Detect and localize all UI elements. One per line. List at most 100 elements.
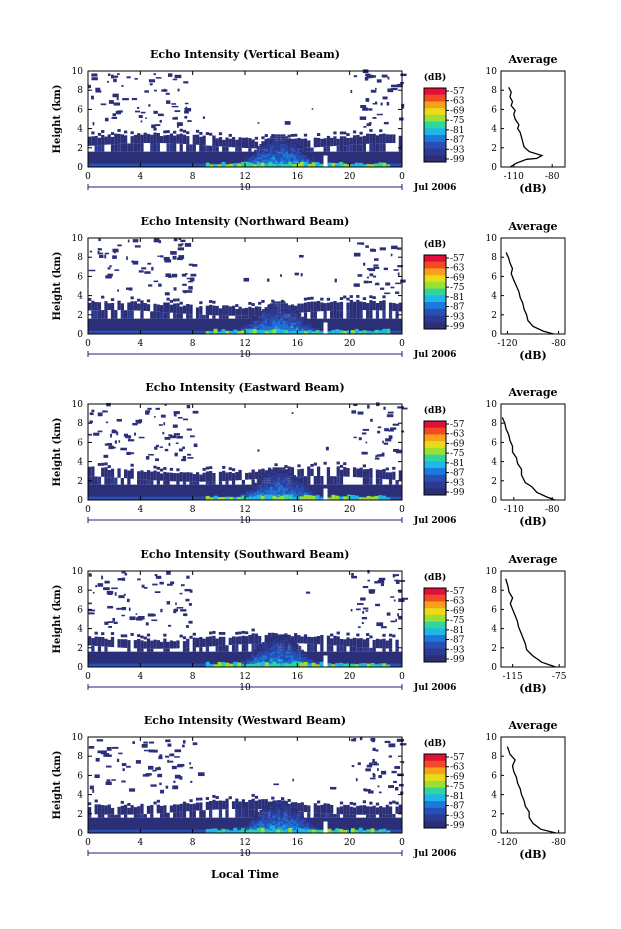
echo-cell [259,486,263,489]
echo-cell [245,307,249,316]
echo-cell [285,655,289,658]
echo-cell [288,823,291,826]
echo-cell [267,328,270,331]
echo-cell [293,322,297,325]
echo-cell [241,630,245,634]
echo-cell [153,89,157,92]
echo-cell [125,287,131,290]
echo-cell [218,631,223,635]
echo-cell [118,440,121,443]
echo-cell [311,829,316,833]
echo-cell [277,157,281,160]
profile-xlabel: (dB) [519,182,546,195]
heatmap-cells [88,737,407,833]
echo-cell [352,144,357,152]
echo-cell [108,445,114,450]
echo-cell [269,806,273,809]
echo-cell [306,324,310,327]
echo-cell [285,815,289,818]
echo-cell [385,467,389,471]
echo-cell [264,823,268,826]
echo-cell [282,142,286,144]
profile-x-tick-label: -110 [504,505,524,515]
echo-cell [256,494,261,500]
echo-cell [267,640,270,643]
echo-cell [280,312,283,315]
echo-cell [335,162,340,167]
echo-cell [299,496,304,500]
echo-cell [159,305,164,313]
colorbar-tick-label: -99 [450,155,465,165]
echo-cell [378,495,383,500]
echo-cell [282,817,286,820]
echo-cell [275,138,278,141]
echo-cell [256,145,260,148]
echo-cell [301,825,304,828]
echo-cell [256,147,260,150]
colorbar-swatch [424,108,446,116]
echo-cell [267,157,270,160]
echo-cell [262,661,265,664]
echo-cell [275,322,278,325]
colorbar-tick-label: -87 [450,802,465,812]
echo-cell [222,139,226,147]
echo-cell [241,663,245,667]
echo-cell [217,661,222,667]
echo-cell [238,328,242,331]
echo-cell [280,157,283,160]
echo-cell [264,318,268,321]
echo-cell [303,823,307,826]
echo-cell [358,497,363,500]
echo-cell [259,328,263,331]
echo-cell [350,608,353,612]
echo-cell [264,309,268,311]
echo-cell [388,429,394,432]
colorbar-unit: (dB) [424,405,446,416]
profile-frame [500,70,566,168]
echo-cell [386,328,391,334]
echo-cell [184,115,188,119]
echo-cell [264,651,268,654]
echo-cell [248,661,252,664]
echo-cell [288,819,291,822]
colorbar-swatch [424,135,446,143]
echo-cell [120,134,124,144]
echo-cell [137,648,141,652]
echo-cell [267,488,270,491]
echo-cell [88,746,95,749]
echo-cell [290,492,294,495]
echo-cell [298,815,302,818]
echo-cell [264,492,268,495]
profile-y-tick-label: 10 [486,733,498,743]
echo-cell [326,467,331,477]
echo-cell [163,805,167,813]
echo-cell [243,827,247,830]
echo-cell [97,248,102,251]
echo-cell [269,155,273,158]
echo-cell [153,132,157,144]
echo-cell [264,488,268,491]
echo-cell [277,802,281,805]
echo-cell [189,472,193,482]
echo-cell [290,310,294,313]
echo-cell [272,661,277,667]
echo-cell [375,302,380,311]
echo-cell [390,620,396,623]
echo-cell [267,642,270,644]
echo-cell [299,828,304,833]
echo-cell [140,479,144,485]
echo-cell [138,436,145,439]
echo-cell [298,155,302,158]
echo-cell [264,815,268,818]
echo-cell [272,307,276,310]
echo-cell [298,151,302,154]
echo-cell [288,804,291,807]
echo-cell [151,124,156,129]
echo-cell [157,255,160,258]
echo-cell [267,155,270,158]
y-tick-label: 4 [77,292,83,302]
echo-cell [275,155,278,158]
echo-cell [350,164,355,167]
echo-cell [293,649,297,652]
echo-cell [288,651,291,654]
